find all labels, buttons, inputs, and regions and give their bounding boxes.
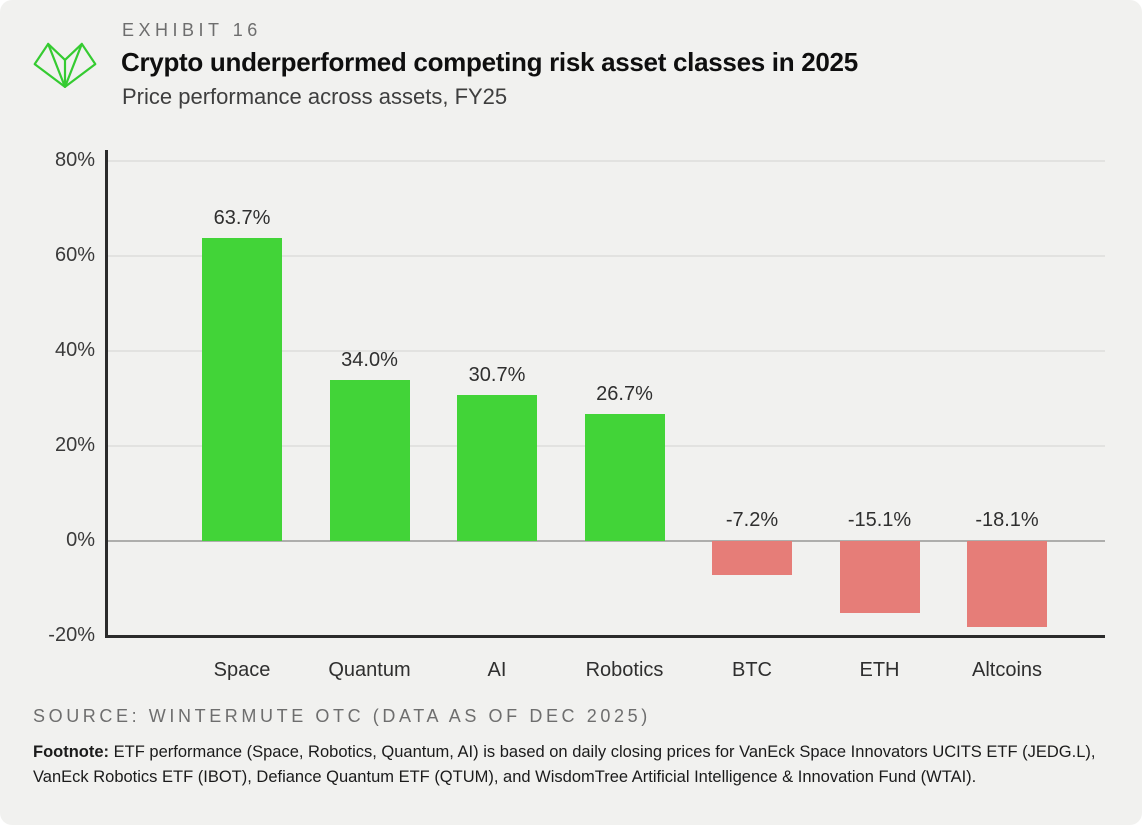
x-category-label: BTC bbox=[732, 659, 772, 681]
bar-value-label: 30.7% bbox=[468, 364, 526, 387]
x-category-label: ETH bbox=[859, 659, 900, 681]
bar-value-label: 34.0% bbox=[341, 348, 398, 371]
bar-value-label: -18.1% bbox=[975, 509, 1039, 531]
footnote: Footnote: ETF performance (Space, Roboti… bbox=[33, 740, 1123, 790]
chart-subtitle: Price performance across assets, FY25 bbox=[122, 84, 508, 109]
bar-robotics bbox=[584, 414, 665, 541]
bar-value-label: -15.1% bbox=[847, 509, 912, 531]
y-axis-tick-label: 20% bbox=[54, 434, 95, 456]
y-axis-tick-label: 40% bbox=[54, 339, 95, 361]
x-category-label: Altcoins bbox=[971, 659, 1043, 681]
bar-btc bbox=[712, 541, 792, 576]
x-category-label: AI bbox=[487, 659, 507, 681]
x-category-label: Quantum bbox=[328, 659, 411, 681]
gridline bbox=[105, 255, 1105, 257]
x-category-label: Robotics bbox=[585, 659, 664, 681]
y-axis-tick-label: 80% bbox=[54, 149, 95, 171]
bar-value-label: 63.7% bbox=[213, 207, 271, 230]
bar-ai bbox=[457, 395, 537, 541]
wintermute-logo-icon bbox=[33, 42, 97, 88]
gridline bbox=[105, 350, 1105, 352]
footnote-label: Footnote: bbox=[33, 743, 110, 761]
source-line: SOURCE: WINTERMUTE OTC (DATA AS OF DEC 2… bbox=[33, 706, 651, 726]
bar-quantum bbox=[329, 379, 410, 541]
bar-altcoins bbox=[967, 541, 1047, 627]
x-axis-line bbox=[105, 635, 1105, 638]
exhibit-label: EXHIBIT 16 bbox=[122, 20, 262, 40]
y-axis-tick-label: 60% bbox=[54, 244, 95, 266]
zero-gridline bbox=[105, 540, 1105, 542]
bar-eth bbox=[839, 541, 920, 613]
bar-value-label: 26.7% bbox=[596, 383, 653, 406]
bar-value-label: -7.2% bbox=[725, 509, 779, 531]
bar-space bbox=[202, 238, 282, 541]
gridline bbox=[105, 160, 1105, 162]
y-axis-tick-label: -20% bbox=[48, 624, 95, 646]
footnote-text: ETF performance (Space, Robotics, Quantu… bbox=[33, 743, 1096, 786]
page-title: Crypto underperformed competing risk ass… bbox=[121, 47, 858, 77]
x-category-label: Space bbox=[213, 659, 271, 681]
y-axis-tick-label: 0% bbox=[66, 529, 95, 551]
y-axis-line bbox=[105, 150, 108, 638]
